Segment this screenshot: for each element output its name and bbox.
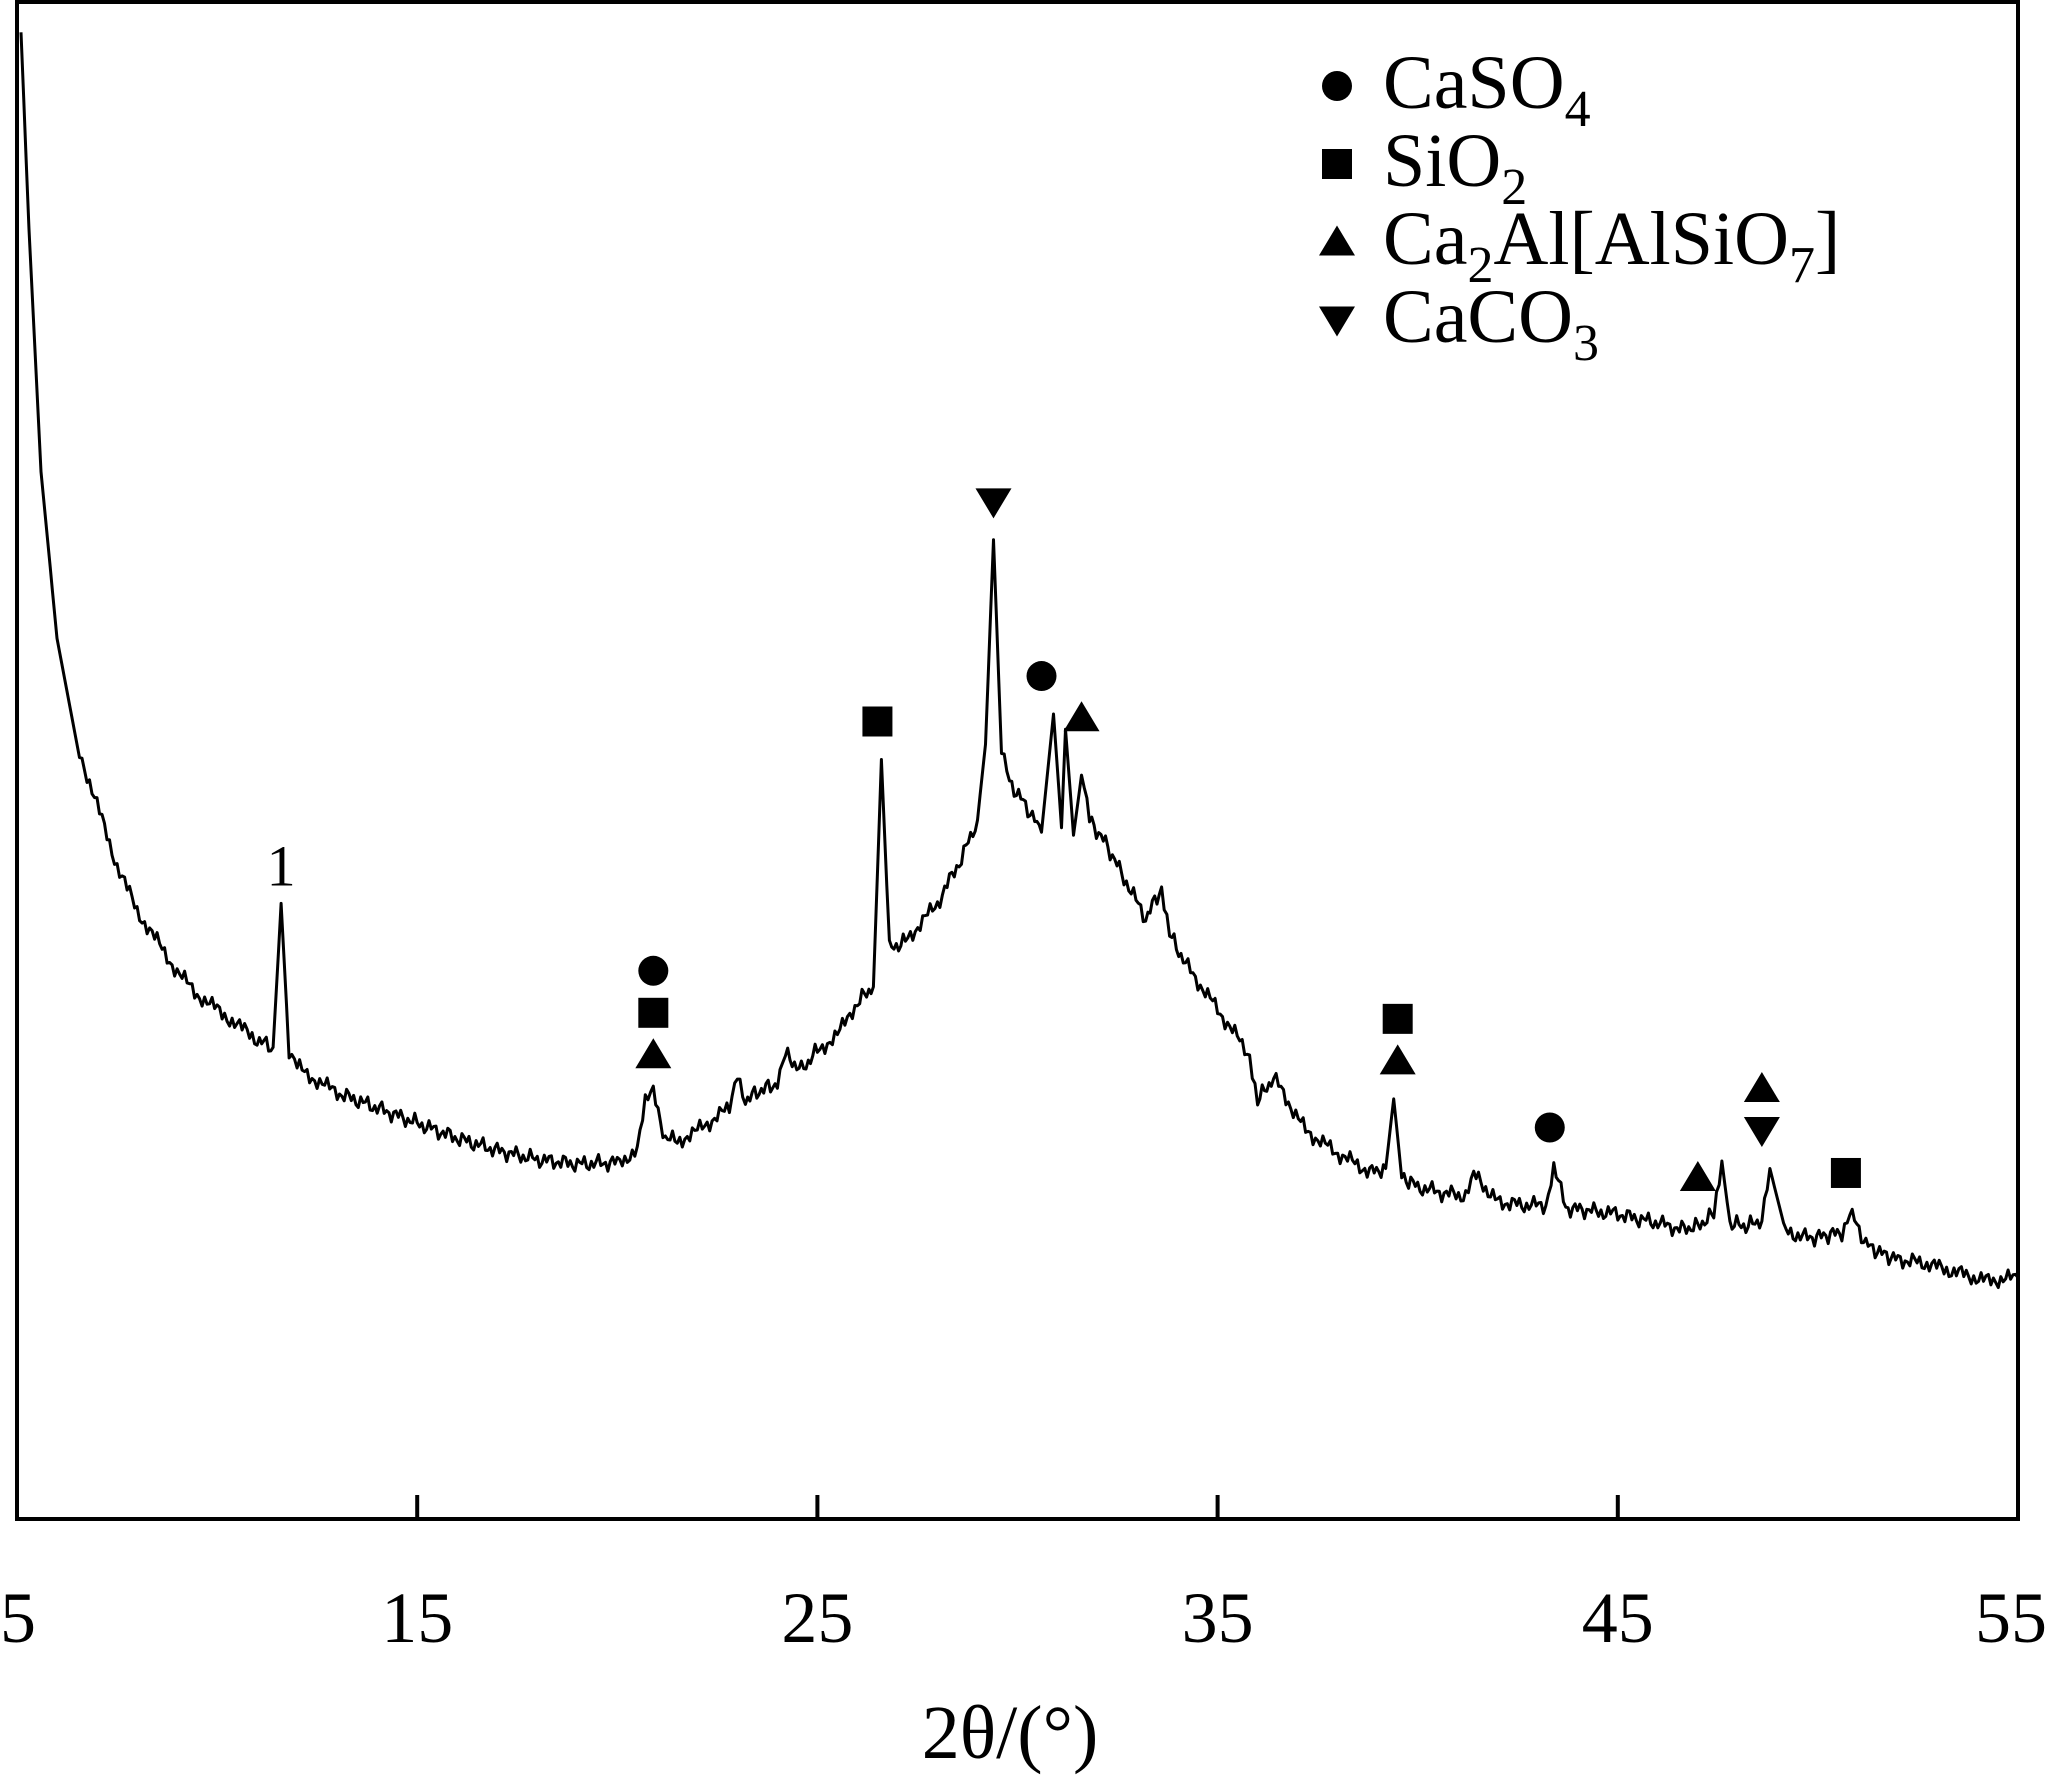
legend-entry-label: CaSO4 xyxy=(1383,41,1591,138)
gehlenite-marker xyxy=(1063,701,1100,732)
gehlenite-marker xyxy=(1379,1044,1416,1075)
gehlenite-marker xyxy=(1319,225,1355,256)
legend-entry-label: Ca2Al[AlSiO7] xyxy=(1383,197,1840,294)
legend-entry-label: SiO2 xyxy=(1383,119,1527,216)
gehlenite-marker xyxy=(1679,1161,1716,1192)
x-tick-label: 5 xyxy=(0,1578,36,1658)
gehlenite-marker xyxy=(1743,1072,1780,1103)
x-tick-label: 45 xyxy=(1582,1578,1654,1658)
peak-annotations: 1 xyxy=(267,488,1861,1192)
caso4-marker xyxy=(1026,661,1057,692)
x-tick-label: 35 xyxy=(1182,1578,1254,1658)
x-axis-label: 2θ/(°) xyxy=(922,1691,1099,1775)
sio2-marker xyxy=(1382,1003,1413,1034)
sio2-marker xyxy=(1322,149,1352,179)
sio2-marker xyxy=(862,706,893,737)
peak-label: 1 xyxy=(267,833,296,898)
caco3-marker xyxy=(1743,1117,1780,1148)
x-tick-label: 25 xyxy=(781,1578,853,1658)
x-tick-label: 15 xyxy=(381,1578,453,1658)
legend-entry-label: CaCO3 xyxy=(1383,275,1599,372)
caso4-marker xyxy=(1322,71,1352,101)
x-tick-label: 55 xyxy=(1975,1578,2047,1658)
caco3-marker xyxy=(1319,306,1355,337)
xrd-pattern-line xyxy=(19,32,2020,1289)
sio2-marker xyxy=(638,997,669,1028)
series-layer xyxy=(19,32,2020,1289)
caco3-marker xyxy=(975,488,1012,519)
plot-frame xyxy=(15,0,2020,1521)
x-axis-ticks: 5 15 25 35 45 55 xyxy=(0,1495,2047,1658)
sio2-marker xyxy=(1830,1157,1861,1188)
gehlenite-marker xyxy=(635,1038,672,1069)
caso4-marker xyxy=(638,955,669,986)
caso4-marker xyxy=(1534,1112,1565,1143)
